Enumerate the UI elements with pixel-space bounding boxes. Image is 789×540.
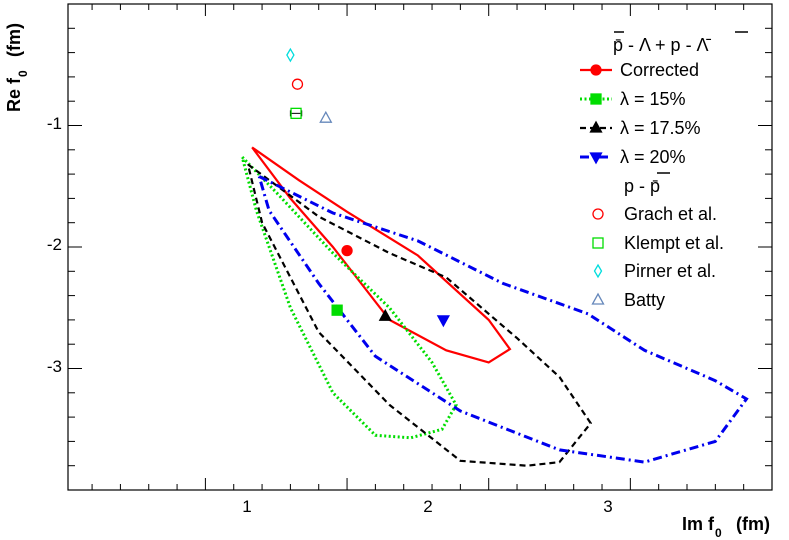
- svg-text:Re f: Re f: [4, 77, 24, 112]
- legend-marker: [589, 120, 603, 133]
- data-point: [378, 308, 392, 321]
- legend-label: Corrected: [620, 60, 699, 80]
- data-point: [341, 244, 353, 257]
- data-point: [286, 47, 295, 63]
- legend-label: Klempt et al.: [624, 233, 724, 253]
- tick-layer: [68, 4, 772, 490]
- svg-text:0: 0: [715, 526, 722, 540]
- legend-marker: [592, 208, 604, 220]
- x-tick-label: 1: [242, 497, 251, 516]
- legend-marker: [593, 263, 603, 279]
- x-tick-label: 2: [423, 497, 432, 516]
- svg-text:0: 0: [16, 70, 30, 77]
- svg-text:p - p̄: p - p̄: [624, 176, 660, 196]
- legend-label: Grach et al.: [624, 204, 717, 224]
- svg-text:(fm): (fm): [736, 514, 770, 534]
- point-layer: [286, 47, 450, 328]
- legend-label: λ = 17.5%: [620, 118, 701, 138]
- legend-keys: [580, 64, 612, 305]
- data-point: [319, 110, 333, 123]
- contour-dashdot: [257, 175, 749, 464]
- y-tick-label: -3: [47, 357, 62, 376]
- svg-text:(fm): (fm): [4, 23, 24, 57]
- legend-marker: [590, 93, 602, 105]
- data-point: [331, 304, 343, 316]
- y-axis-title: Re f 0 (fm): [4, 23, 30, 112]
- contour-dashed: [246, 163, 593, 467]
- legend: p̄ - Λ + p - Λ̄ Corrected λ = 15% λ = 17…: [580, 31, 748, 310]
- legend-group2-title: p - p̄: [624, 172, 670, 196]
- legend-label: Batty: [624, 290, 665, 310]
- contour-dotted: [240, 156, 458, 440]
- contour-layer: [240, 146, 749, 467]
- legend-marker: [589, 152, 603, 165]
- svg-text:Im f: Im f: [682, 514, 715, 534]
- svg-text:p̄ - Λ + p - Λ̄: p̄ - Λ + p - Λ̄: [613, 35, 712, 55]
- legend-marker: [590, 64, 602, 76]
- contour-solid: [251, 146, 512, 364]
- y-tick-label: -2: [47, 235, 62, 254]
- x-axis-title: Im f 0 (fm): [682, 514, 770, 540]
- legend-label: Pirner et al.: [624, 261, 716, 281]
- data-point: [436, 315, 450, 328]
- legend-label: λ = 15%: [620, 89, 686, 109]
- x-tick-label: 3: [603, 497, 612, 516]
- legend-marker: [592, 237, 604, 249]
- y-tick-label: -1: [47, 114, 62, 133]
- legend-label: λ = 20%: [620, 147, 686, 167]
- legend-marker: [591, 292, 605, 305]
- legend-group1-title: p̄ - Λ + p - Λ̄: [613, 31, 748, 55]
- data-point: [290, 107, 302, 119]
- data-point: [291, 78, 304, 90]
